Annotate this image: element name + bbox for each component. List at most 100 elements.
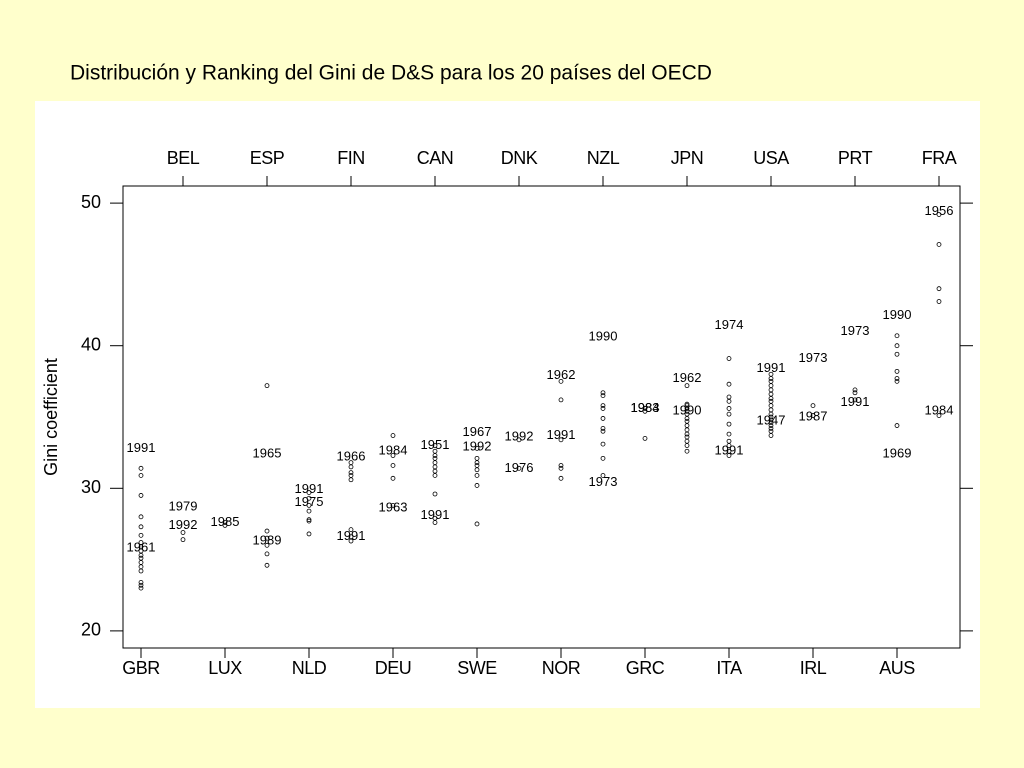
year-annotation: 1991 xyxy=(337,528,366,543)
data-point xyxy=(306,517,312,523)
data-point xyxy=(432,473,438,478)
year-annotation: 1973 xyxy=(799,350,828,365)
data-point xyxy=(474,473,480,478)
data-point xyxy=(138,473,144,478)
year-annotation: 1990 xyxy=(589,329,618,344)
year-annotation: 1991 xyxy=(547,427,576,442)
data-point xyxy=(684,383,690,389)
data-point xyxy=(600,441,606,447)
data-point xyxy=(936,242,942,247)
y-tick-label: 40 xyxy=(81,334,101,354)
data-point xyxy=(726,443,732,448)
data-point xyxy=(306,495,312,501)
data-point xyxy=(852,390,858,396)
data-point xyxy=(768,411,774,417)
data-point xyxy=(558,378,564,384)
data-point xyxy=(348,464,354,470)
year-annotation: 1990 xyxy=(673,403,702,418)
year-annotation: 1974 xyxy=(715,317,744,332)
data-point xyxy=(306,490,312,495)
x-tick-label: PRT xyxy=(838,148,873,168)
data-point xyxy=(474,483,480,488)
year-annotation: 1969 xyxy=(883,446,912,461)
data-point xyxy=(138,514,144,520)
data-point xyxy=(936,413,942,418)
x-tick-label: BEL xyxy=(167,148,200,168)
x-tick-label: DEU xyxy=(375,658,412,678)
data-point xyxy=(726,453,732,458)
x-tick-label: AUS xyxy=(879,658,915,678)
data-point xyxy=(642,406,648,411)
data-point xyxy=(516,465,522,471)
x-tick-label: ITA xyxy=(716,658,742,678)
data-point xyxy=(768,420,774,426)
year-annotation: 1984 xyxy=(925,403,954,418)
data-point xyxy=(138,582,144,588)
data-point xyxy=(768,433,774,438)
year-annotation: 1984 xyxy=(379,443,408,458)
data-point xyxy=(894,423,900,428)
data-point xyxy=(264,562,270,568)
year-annotation: 1979 xyxy=(169,498,198,513)
x-tick-label: IRL xyxy=(800,658,827,678)
year-annotation: 1973 xyxy=(589,474,618,489)
data-point xyxy=(894,376,900,381)
data-point xyxy=(642,408,648,414)
year-annotation: 1987 xyxy=(799,408,828,423)
data-point xyxy=(390,453,396,458)
data-point xyxy=(474,445,480,451)
data-point xyxy=(306,518,312,524)
data-point xyxy=(600,416,606,421)
year-annotation: 1962 xyxy=(673,370,702,385)
x-tick-label: FIN xyxy=(337,148,365,168)
year-annotation: 1991 xyxy=(715,443,744,458)
data-point xyxy=(432,453,438,458)
data-point xyxy=(600,390,606,396)
data-point xyxy=(768,396,774,401)
data-point xyxy=(558,463,564,468)
data-point xyxy=(726,406,732,411)
data-point xyxy=(726,381,732,387)
year-annotation: 1991 xyxy=(841,394,870,409)
y-tick-label: 20 xyxy=(81,620,101,640)
data-point xyxy=(138,552,144,558)
data-point xyxy=(684,408,690,414)
data-point xyxy=(138,465,144,471)
year-annotation: 1963 xyxy=(379,500,408,515)
data-point xyxy=(390,475,396,481)
year-annotation: 1966 xyxy=(337,448,366,463)
data-point xyxy=(684,416,690,421)
data-point xyxy=(726,411,732,417)
data-point xyxy=(306,531,312,537)
data-point xyxy=(432,491,438,497)
y-tick-label: 30 xyxy=(81,477,101,497)
year-annotation: 1951 xyxy=(421,437,450,452)
x-tick-label: NOR xyxy=(542,658,581,678)
year-annotation: 1989 xyxy=(253,532,282,547)
data-point xyxy=(180,530,186,535)
data-point xyxy=(600,428,606,434)
data-point xyxy=(810,413,816,418)
data-point xyxy=(306,508,312,514)
data-point xyxy=(684,448,690,454)
data-point xyxy=(138,524,144,530)
data-point xyxy=(474,467,480,473)
year-annotation: 1983 xyxy=(631,400,660,415)
year-annotation: 1992 xyxy=(169,517,198,532)
year-annotation: 1991 xyxy=(295,481,324,496)
year-annotation: 1991 xyxy=(421,507,450,522)
x-tick-label: GRC xyxy=(626,658,665,678)
x-tick-label: NZL xyxy=(587,148,620,168)
year-annotation: 1992 xyxy=(463,438,492,453)
year-annotation: 1991 xyxy=(127,440,156,455)
data-point xyxy=(138,532,144,538)
data-point xyxy=(894,333,900,339)
data-point xyxy=(432,443,438,448)
year-annotation: 1973 xyxy=(841,323,870,338)
data-point xyxy=(348,527,354,533)
y-tick-label: 50 xyxy=(81,192,101,212)
data-point xyxy=(264,535,270,541)
data-point xyxy=(180,537,186,543)
x-tick-label: ESP xyxy=(250,148,285,168)
data-point xyxy=(222,522,228,528)
